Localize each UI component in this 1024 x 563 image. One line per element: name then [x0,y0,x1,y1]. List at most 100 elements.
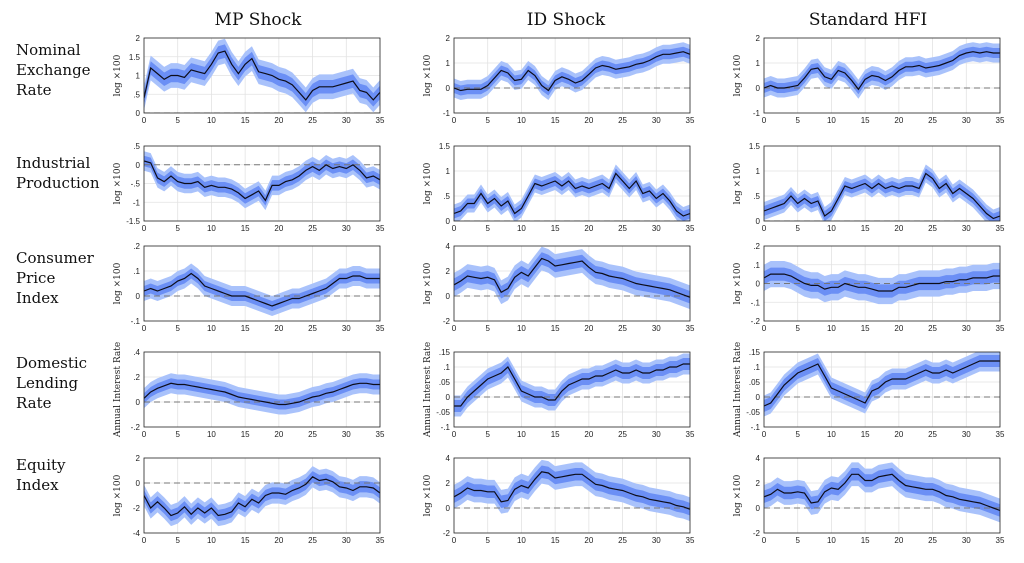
y-tick-label: 2 [756,479,761,488]
axes-frame [763,351,1001,428]
row-label-line: Equity [16,456,66,474]
panel: 0 5 10 15 20 25 30 35 -.1 -.05 0 .05 .1 .15 Annual Int… [733,342,1005,439]
x-tick-label: 5 [175,224,180,233]
x-tick-label: 15 [861,324,870,333]
y-tick-label: 0 [446,504,451,513]
y-tick-label: -4 [133,529,141,538]
x-tick-label: 15 [861,116,870,125]
column-title-id-shock: ID Shock [526,10,606,30]
y-tick-label: -.1 [751,423,761,432]
x-tick-label: 20 [894,324,903,333]
y-tick-label: -2 [133,504,141,513]
y-tick-label: .5 [133,90,140,99]
x-tick-label: 5 [485,430,490,439]
y-tick-label: 1 [446,167,451,176]
confidence-band-inner [764,168,1000,221]
y-tick-label: -1 [753,109,761,118]
x-tick-label: 25 [928,536,937,545]
median-response-line [764,360,1000,407]
x-tick-label: 5 [795,430,800,439]
bands [454,42,690,100]
row-label-line: Rate [16,81,52,99]
axes-frame [763,245,1001,322]
y-axis-label: log ×100 [733,162,743,204]
x-tick-label: 25 [618,224,627,233]
y-axis-label: log ×100 [733,262,743,304]
confidence-band-outer [454,246,690,310]
x-tick-label: 20 [894,224,903,233]
x-tick-label: 10 [827,116,836,125]
y-tick-label: 2 [446,34,451,43]
y-tick-label: 0 [756,393,761,402]
confidence-band-inner [454,358,690,412]
median-response-line [764,51,1000,91]
x-tick-label: 5 [175,430,180,439]
y-tick-label: -.1 [131,317,141,326]
y-tick-label: 2 [136,454,141,463]
x-tick-label: 30 [962,224,971,233]
confidence-band-inner [144,155,380,206]
x-tick-label: 5 [485,224,490,233]
x-tick-label: 20 [894,430,903,439]
y-tick-label: -2 [443,529,451,538]
row-label-line: Domestic [16,354,88,372]
x-tick-label: 35 [376,536,385,545]
x-tick-label: 25 [618,324,627,333]
x-tick-label: 15 [241,324,250,333]
x-tick-label: 10 [827,430,836,439]
bands [144,466,380,527]
y-tick-label: 4 [446,454,451,463]
x-tick-label: 35 [996,116,1005,125]
x-tick-label: 0 [142,536,147,545]
x-tick-label: 35 [376,116,385,125]
x-tick-label: 20 [274,536,283,545]
x-tick-label: 25 [928,324,937,333]
y-tick-label: 1.5 [439,142,451,151]
y-tick-label: .15 [749,348,761,357]
x-tick-label: 10 [517,430,526,439]
x-tick-label: 15 [551,430,560,439]
x-tick-label: 15 [551,324,560,333]
bands [144,151,380,211]
y-tick-label: -.2 [131,423,141,432]
x-tick-label: 25 [308,224,317,233]
y-tick-label: 1 [756,59,761,68]
y-tick-label: -.05 [746,408,760,417]
x-tick-label: 0 [142,116,147,125]
x-tick-label: 15 [241,116,250,125]
confidence-band-inner [454,168,690,221]
y-tick-label: 2 [446,479,451,488]
median-response-line [764,473,1000,512]
x-tick-label: 15 [861,430,870,439]
x-tick-label: 0 [762,116,767,125]
x-tick-label: 5 [485,324,490,333]
x-tick-label: 30 [342,430,351,439]
bands [454,246,690,310]
y-tick-label: .1 [753,261,760,270]
x-tick-label: 30 [342,536,351,545]
median-response-line [144,272,380,307]
x-tick-label: 35 [996,430,1005,439]
x-tick-label: 35 [996,224,1005,233]
y-tick-label: 0 [136,292,141,301]
row-label-line: Index [16,289,59,307]
x-tick-label: 25 [308,116,317,125]
panel: 0 5 10 15 20 25 30 35 -.1 -.05 0 .05 .1 .15 Annual Int… [423,342,695,439]
y-tick-label: -1 [443,109,451,118]
y-tick-label: 0 [446,217,451,226]
y-tick-label: .5 [133,142,140,151]
panel: 0 5 10 15 20 25 30 35 0 .5 1 1.5 log ×100 [423,142,695,233]
x-tick-label: 10 [517,536,526,545]
bands [144,373,380,415]
y-tick-label: -.2 [751,317,761,326]
y-tick-label: .1 [133,267,140,276]
panel: 0 5 10 15 20 25 30 35 -4 -2 0 2 log ×100 [113,454,385,545]
x-tick-label: 10 [827,536,836,545]
y-tick-label: -.5 [131,180,141,189]
y-axis-label: Annual Interest Rate [423,342,433,438]
x-tick-label: 0 [762,324,767,333]
axes-frame [143,37,381,114]
x-tick-label: 20 [274,224,283,233]
x-tick-label: 15 [861,536,870,545]
